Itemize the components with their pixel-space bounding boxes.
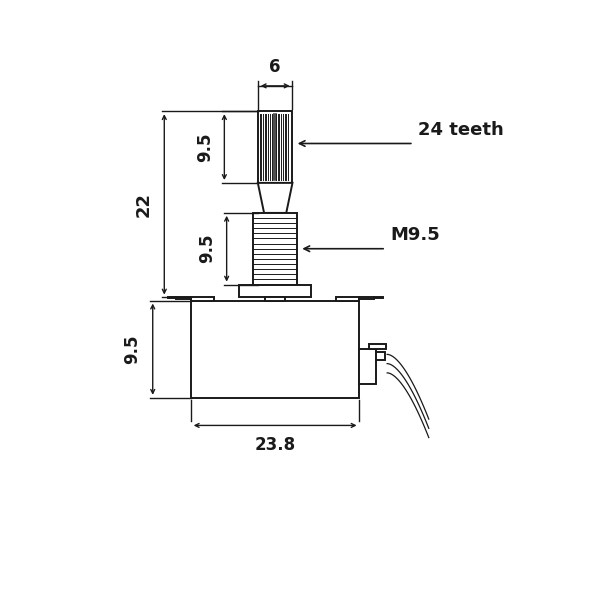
Text: 9.5: 9.5 xyxy=(196,133,214,162)
Bar xyxy=(376,352,385,360)
Bar xyxy=(191,301,359,398)
Bar xyxy=(239,284,311,298)
Bar xyxy=(337,298,359,301)
Bar xyxy=(258,111,292,183)
Text: 22: 22 xyxy=(135,192,153,217)
Text: 6: 6 xyxy=(269,58,281,76)
Text: 9.5: 9.5 xyxy=(199,234,217,263)
Bar xyxy=(191,298,214,301)
Bar xyxy=(359,298,374,299)
Text: 9.5: 9.5 xyxy=(123,334,141,364)
Bar xyxy=(359,349,376,384)
Polygon shape xyxy=(258,183,292,213)
Bar xyxy=(369,344,386,349)
Text: 23.8: 23.8 xyxy=(254,436,296,454)
Text: M9.5: M9.5 xyxy=(391,226,440,244)
Text: 24 teeth: 24 teeth xyxy=(418,121,504,139)
Bar xyxy=(253,213,297,284)
Bar xyxy=(265,298,285,301)
Bar xyxy=(176,298,191,299)
